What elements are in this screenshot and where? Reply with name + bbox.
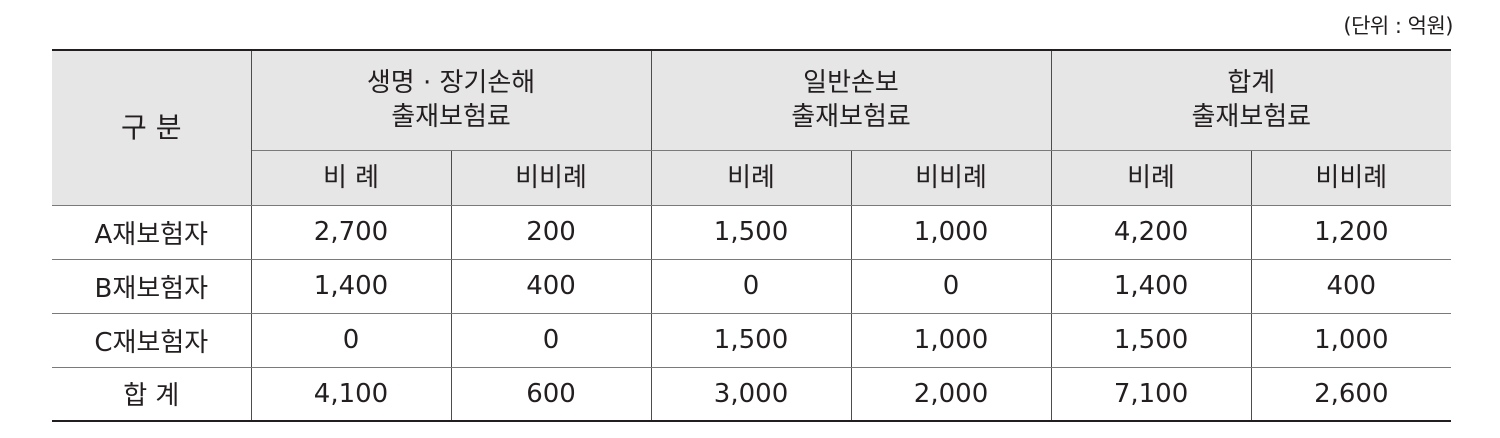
table-cell: 1,000 [850, 313, 1052, 368]
table-cell: 400 [450, 259, 652, 314]
header-group-general: 일반손보 출재보험료 [650, 49, 1052, 151]
header-group-subtitle: 출재보험료 [791, 102, 911, 133]
header-group-title: 일반손보 [803, 68, 899, 99]
table-row: A재보험자 2,700 200 1,500 1,000 4,200 1,200 [52, 205, 1452, 260]
table-cell: 2,700 [250, 205, 452, 260]
table-cell: 0 [250, 313, 452, 368]
table-cell: 1,500 [650, 313, 852, 368]
table-cell: 2,600 [1250, 367, 1452, 422]
table-row: B재보험자 1,400 400 0 0 1,400 400 [52, 259, 1452, 314]
table-cell: 3,000 [650, 367, 852, 422]
table-cell: 1,000 [1250, 313, 1452, 368]
table-cell: 1,200 [1250, 205, 1452, 260]
table-cell: 600 [450, 367, 652, 422]
header-group-life-longterm: 생명 · 장기손해 출재보험료 [250, 49, 652, 151]
header-group-total: 합계 출재보험료 [1050, 49, 1452, 151]
table-cell: 400 [1250, 259, 1452, 314]
row-label: C재보험자 [52, 313, 252, 368]
row-label: 합 계 [52, 367, 252, 422]
header-category: 구 분 [52, 49, 252, 206]
table-cell: 200 [450, 205, 652, 260]
table-cell: 4,100 [250, 367, 452, 422]
header-group-title: 합계 [1227, 68, 1276, 99]
subheader-proportional: 비 례 [251, 150, 452, 206]
header-group-title: 생명 · 장기손해 [366, 68, 536, 99]
table-cell: 1,400 [1050, 259, 1252, 314]
table-cell: 1,500 [1050, 313, 1252, 368]
header-group-subtitle: 출재보험료 [391, 102, 511, 133]
subheader-non-proportional: 비비례 [850, 150, 1052, 206]
table-cell: 0 [850, 259, 1052, 314]
table-row-total: 합 계 4,100 600 3,000 2,000 7,100 2,600 [52, 367, 1452, 422]
unit-note: (단위 : 억원) [1343, 14, 1453, 38]
table-row: C재보험자 0 0 1,500 1,000 1,500 1,000 [52, 313, 1452, 368]
table-cell: 0 [650, 259, 852, 314]
row-label: B재보험자 [52, 259, 252, 314]
table-cell: 4,200 [1050, 205, 1252, 260]
subheader-proportional: 비례 [1050, 150, 1252, 206]
subheader-proportional: 비례 [650, 150, 852, 206]
reinsurance-premium-table: 구 분 생명 · 장기손해 출재보험료 일반손보 출재보험료 합계 출재보험료 … [52, 49, 1452, 422]
table-cell: 1,400 [250, 259, 452, 314]
table-cell: 0 [450, 313, 652, 368]
table-cell: 1,000 [850, 205, 1052, 260]
row-label: A재보험자 [52, 205, 252, 260]
table-cell: 7,100 [1050, 367, 1252, 422]
subheader-non-proportional: 비비례 [1250, 150, 1452, 206]
table-cell: 2,000 [850, 367, 1052, 422]
table-cell: 1,500 [650, 205, 852, 260]
header-group-subtitle: 출재보험료 [1191, 102, 1312, 133]
subheader-non-proportional: 비비례 [450, 150, 652, 206]
